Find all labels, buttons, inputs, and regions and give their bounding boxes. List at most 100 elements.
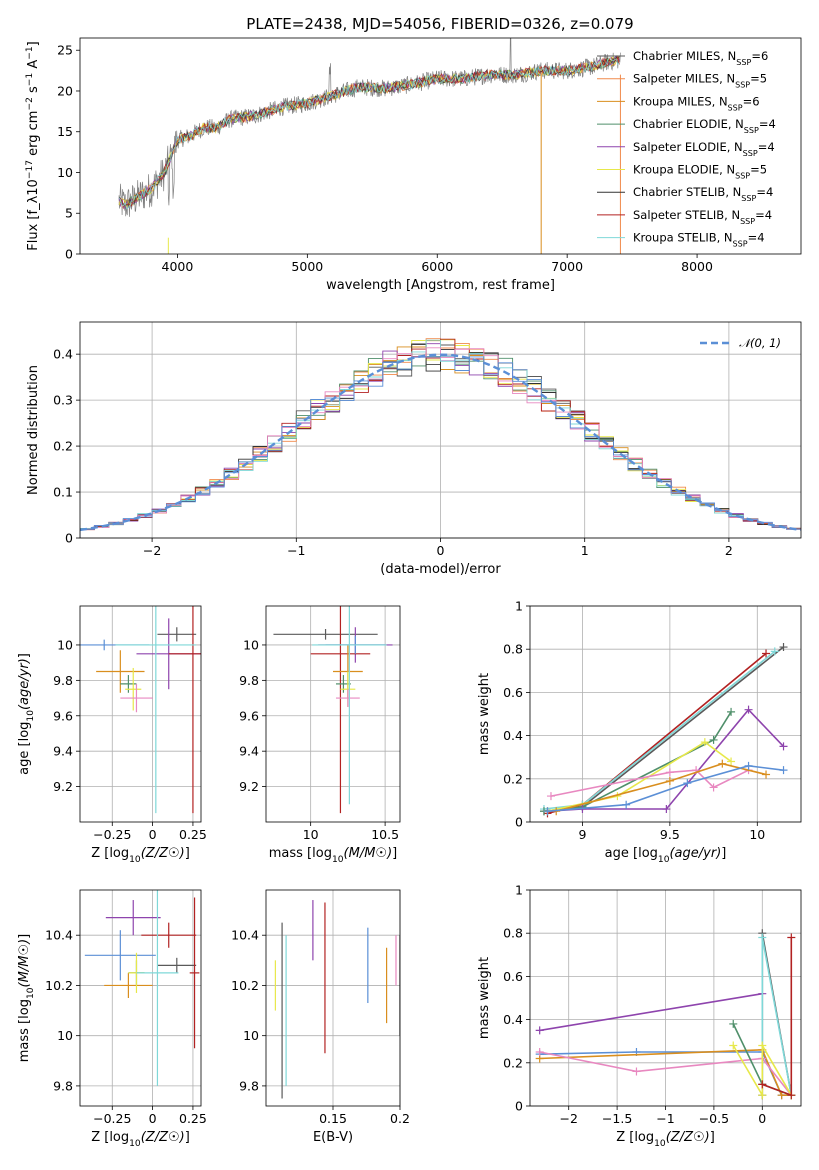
axes-frame [529,605,802,823]
x-tick-label: 7000 [551,259,583,274]
panel-z-age: −0.25 0 0.25 9.2 9.4 9.6 9.8 10 Z [log10(Z/Z☉)] a… [17,605,207,865]
x-tick-label: 0 [437,543,445,558]
x-tick-label: 2 [725,543,733,558]
x-tick-label: −2 [143,543,161,558]
plot-area [274,900,400,1099]
y-tick-label: 10.4 [231,928,259,943]
x-axis-label: Z [log10(Z/Z☉)] [91,1130,190,1149]
weight-marker [546,792,555,801]
y-tick-label: 9.2 [53,779,73,794]
y-tick-label: 0.2 [503,771,523,786]
y-tick-label: 0.6 [503,969,523,984]
y-tick-label: 0.8 [503,642,523,657]
x-axis-label: Z [log10(Z/Z☉)] [91,846,190,865]
weight-marker [683,779,692,788]
weight-line [555,762,767,812]
y-tick-label: 10 [57,637,73,652]
figure-title: PLATE=2438, MJD=54056, FIBERID=0326, z=0… [246,15,633,33]
x-axis-label: mass [log10(M/M☉)] [269,846,398,865]
weight-marker [762,770,771,779]
model-spectrum-line [118,57,620,210]
x-tick-label: −2 [559,1111,577,1126]
x-tick-label: −0.25 [93,827,131,842]
legend: Chabrier MILES, NSSP=6 Salpeter MILES, NS… [597,49,776,248]
y-tick-label: 10.2 [45,978,73,993]
legend-entry: Kroupa ELODIE, NSSP=5 [633,163,767,181]
x-axis-label: Z [log10(Z/Z☉)] [616,1130,715,1149]
panel-spectrum: 4000 5000 6000 7000 8000 0 5 10 15 20 25 Chabrier M… [25,37,802,293]
legend-entry: Salpeter ELODIE, NSSP=4 [633,140,775,158]
weight-marker [770,647,779,656]
weight-marker [727,707,736,716]
y-tick-label: 0 [515,815,523,830]
weight-line [539,1051,792,1096]
model-spectrum-line [118,55,620,210]
axes-frame [79,889,202,1107]
y-tick-label: 9.4 [53,744,73,759]
weight-marker [700,738,709,747]
panel-z-mass: −0.25 0 0.25 9.8 10 10.2 10.4 Z [log10(Z/Z☉)] ma… [17,889,207,1149]
y-tick-label: 1 [515,883,523,898]
x-tick-label: 0.25 [179,1111,207,1126]
x-tick-label: −1.5 [602,1111,632,1126]
weight-marker [718,759,727,768]
y-tick-label: 15 [57,124,73,139]
weight-marker [744,705,753,714]
y-tick-label: 10 [57,1028,73,1043]
weight-marker [622,800,631,809]
y-tick-label: 9.8 [53,673,73,688]
y-tick-label: 0.3 [53,393,73,408]
axes-frame [265,605,401,823]
weight-marker [729,1019,738,1028]
weight-marker [779,643,788,652]
weight-marker [758,1080,767,1089]
legend-entry: Salpeter MILES, NSSP=5 [633,72,767,90]
y-tick-label: 0.4 [503,728,523,743]
y-tick-label: 10.4 [45,928,73,943]
x-tick-label: 9.5 [660,827,680,842]
weight-marker [709,783,718,792]
weight-marker [758,933,767,942]
y-tick-label: 9.2 [239,779,259,794]
x-tick-label: 0.25 [179,827,207,842]
panel-mass-age: 10 10.5 9.2 9.4 9.6 9.8 10 mass [log10(M/M☉)] [239,605,401,865]
plot-area [273,606,393,814]
y-tick-label: 10 [243,1028,259,1043]
x-tick-label: 0.15 [319,1111,347,1126]
plot-area [539,643,788,818]
y-axis-label: Normed distribution [26,365,41,495]
y-axis-label: mass [log10(M/M☉)] [17,934,36,1063]
legend-entry: 𝒩(0, 1) [739,336,781,350]
normal-reference-curve [80,353,801,532]
x-tick-label: 5000 [291,259,323,274]
x-axis-label: wavelength [Angstrom, rest frame] [326,278,555,293]
y-tick-label: 0.2 [503,1055,523,1070]
x-tick-label: 0.2 [390,1111,410,1126]
legend-entry: Kroupa STELIB, NSSP=4 [633,231,765,249]
axes-frame [79,37,802,255]
weight-marker [787,1091,796,1100]
y-tick-label: 10 [243,637,259,652]
panel-z-weight: −2 −1.5 −1 −0.5 0 0 0.2 0.4 0.6 0.8 1 Z [log10(Z/Z☉… [477,883,802,1149]
x-tick-label: 0 [149,1111,157,1126]
axes-frame [79,605,202,823]
weight-marker [709,735,718,744]
y-axis-label: Flux [f_λ10−17 erg cm−2 s−1 A−1] [25,41,41,250]
plot-area [80,338,801,538]
y-tick-label: 0.4 [53,347,73,362]
weight-marker [665,776,674,785]
weight-line [539,1048,792,1096]
x-tick-label: 6000 [421,259,453,274]
x-tick-label: 10 [303,827,319,842]
legend-entry: Chabrier MILES, NSSP=6 [633,49,768,67]
y-tick-label: 9.4 [239,744,259,759]
y-tick-label: 9.6 [239,708,259,723]
y-tick-label: 0.8 [503,926,523,941]
x-tick-label: 10 [749,827,765,842]
x-tick-label: −0.25 [93,1111,131,1126]
plot-area [118,38,621,254]
y-tick-label: 0.1 [53,485,73,500]
weight-marker [777,1091,786,1100]
y-tick-label: 20 [57,83,73,98]
